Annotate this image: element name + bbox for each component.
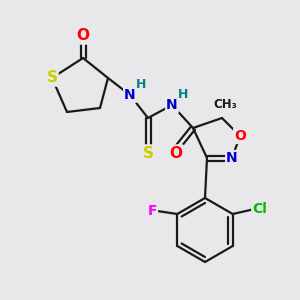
Text: F: F <box>148 204 157 218</box>
Text: H: H <box>136 79 146 92</box>
Text: O: O <box>76 28 89 44</box>
Text: O: O <box>169 146 182 160</box>
Text: O: O <box>234 129 246 143</box>
Text: N: N <box>226 151 238 165</box>
Text: H: H <box>178 88 188 101</box>
Text: N: N <box>124 88 136 102</box>
Text: Cl: Cl <box>252 202 267 216</box>
Text: S: S <box>142 146 154 160</box>
Text: N: N <box>166 98 178 112</box>
Text: CH₃: CH₃ <box>213 98 237 112</box>
Text: S: S <box>46 70 58 86</box>
